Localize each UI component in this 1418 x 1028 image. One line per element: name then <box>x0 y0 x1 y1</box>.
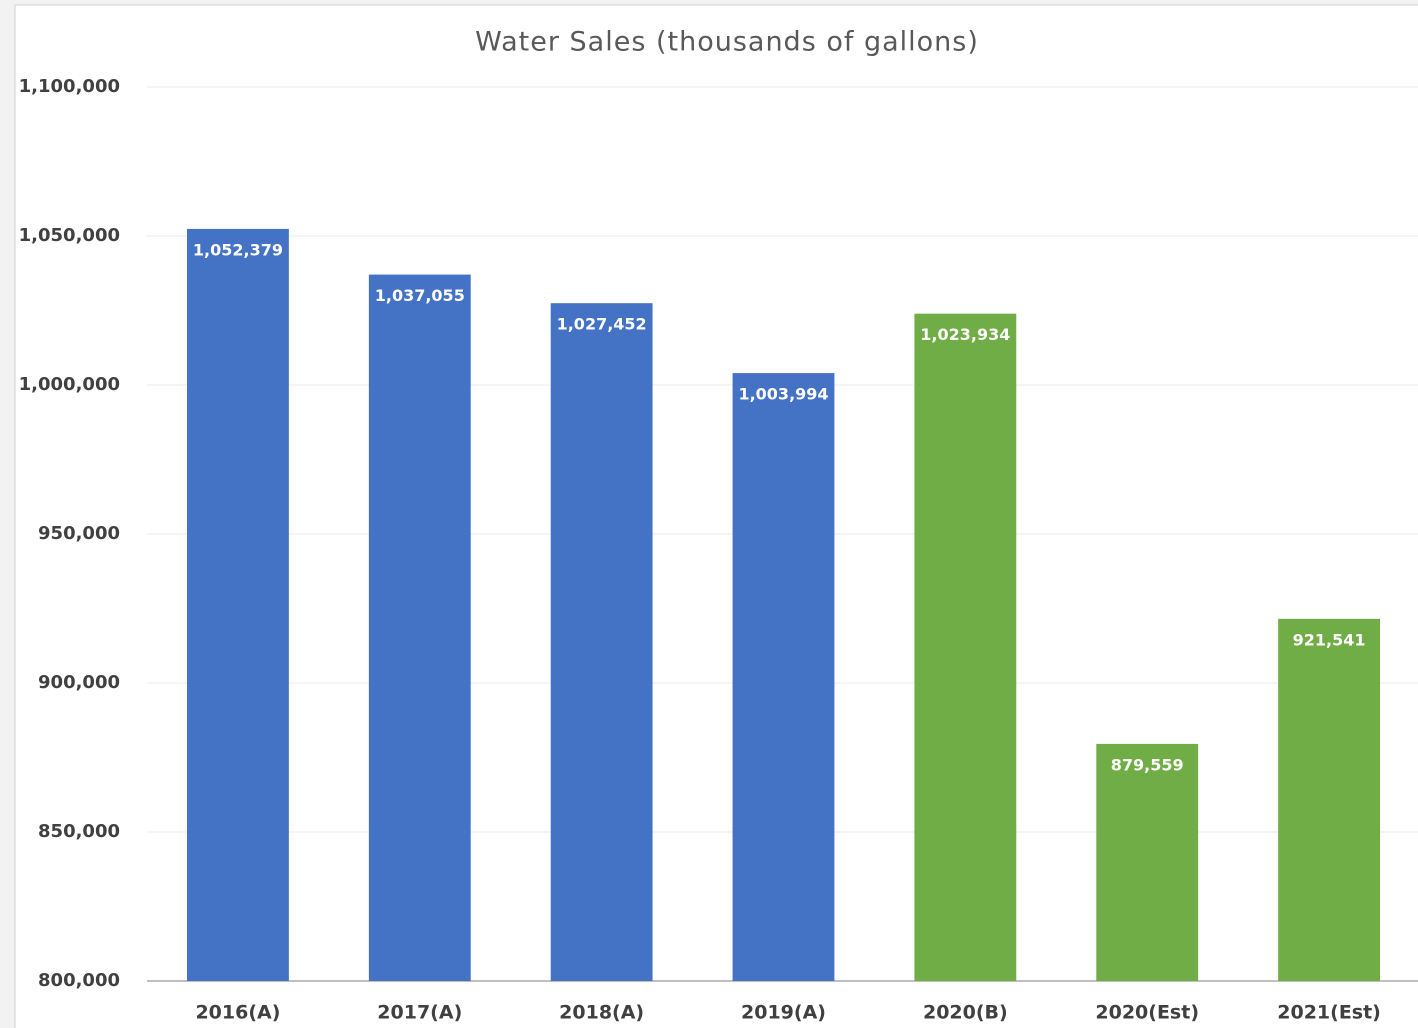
y-tick-label: 850,000 <box>38 821 120 842</box>
bar <box>368 274 471 981</box>
bar <box>1278 618 1380 981</box>
x-tick-label: 2018(A) <box>559 1002 644 1024</box>
data-label: 1,052,379 <box>193 240 283 259</box>
bar <box>1096 743 1199 981</box>
bar <box>732 373 835 981</box>
y-tick-label: 1,100,000 <box>19 76 120 97</box>
x-tick-label: 2020(Est) <box>1095 1002 1199 1024</box>
data-label: 879,559 <box>1111 755 1184 774</box>
bar <box>550 303 653 981</box>
x-tick-label: 2020(B) <box>923 1002 1008 1024</box>
y-tick-label: 950,000 <box>38 523 120 544</box>
data-label: 1,003,994 <box>738 385 828 404</box>
y-tick-label: 1,000,000 <box>19 374 120 395</box>
data-label: 1,027,452 <box>557 315 647 334</box>
x-tick-label: 2017(A) <box>377 1002 462 1024</box>
x-tick-label: 2021(Est) <box>1277 1002 1381 1024</box>
y-tick-label: 800,000 <box>38 970 120 991</box>
data-label: 1,037,055 <box>375 286 465 305</box>
bar <box>187 228 289 981</box>
data-label: 1,023,934 <box>920 325 1010 344</box>
y-tick-label: 1,050,000 <box>19 225 120 246</box>
bar <box>914 313 1017 982</box>
data-label: 921,541 <box>1293 630 1366 649</box>
chart-title: Water Sales (thousands of gallons) <box>475 27 979 58</box>
y-tick-label: 900,000 <box>38 672 120 693</box>
x-tick-label: 2019(A) <box>741 1002 826 1024</box>
x-tick-label: 2016(A) <box>195 1002 280 1024</box>
